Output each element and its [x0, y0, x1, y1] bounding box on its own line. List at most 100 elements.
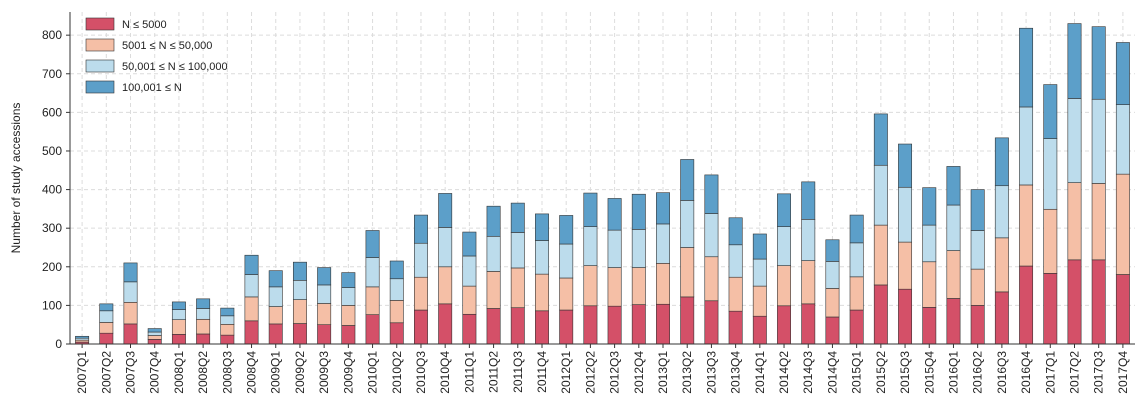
y-tick-label-200: 200 [42, 260, 62, 274]
bar-segment-2008Q4-s2 [244, 274, 259, 298]
bar-segment-2017Q2-s3 [1067, 23, 1082, 99]
bar-segment-2012Q4-s0 [631, 304, 646, 345]
bar-segment-2013Q1-s0 [656, 303, 670, 345]
y-tick-label-700: 700 [42, 67, 62, 81]
bar-segment-2015Q1-s1 [849, 276, 864, 311]
bar-segment-2011Q3-s3 [510, 202, 525, 233]
x-tick-label-2011Q4: 2011Q4 [535, 351, 549, 393]
bar-segment-2014Q3-s2 [801, 219, 816, 261]
bar-segment-2012Q4-s2 [631, 229, 646, 268]
x-tick-label-2016Q2: 2016Q2 [971, 351, 985, 394]
bar-segment-2016Q4-s3 [1019, 27, 1034, 108]
bar-segment-2012Q4-s1 [631, 267, 646, 305]
bar-segment-2017Q3-s1 [1091, 183, 1106, 261]
bar-segment-2015Q4-s0 [922, 307, 937, 345]
bar-segment-2014Q4-s2 [825, 261, 840, 289]
bar-segment-2014Q2-s0 [777, 305, 791, 345]
bar-segment-2014Q2-s3 [777, 193, 791, 227]
bar-segment-2014Q1-s2 [752, 258, 767, 287]
bar-segment-2011Q1-s3 [462, 231, 477, 257]
bar-segment-2017Q2-s1 [1067, 182, 1082, 261]
bar-segment-2016Q1-s2 [946, 204, 961, 251]
bar-segment-2014Q1-s3 [752, 233, 767, 260]
legend-label-0: N ≤ 5000 [122, 19, 167, 31]
bar-segment-2016Q4-s2 [1019, 106, 1034, 186]
bar-segment-2016Q1-s0 [946, 298, 961, 345]
x-tick-label-2017Q2: 2017Q2 [1067, 351, 1081, 394]
x-tick-label-2013Q1: 2013Q1 [656, 351, 670, 394]
bar-segment-2010Q2-s2 [389, 278, 404, 301]
bar-segment-2016Q4-s0 [1019, 265, 1034, 345]
legend-swatch-2 [85, 59, 115, 73]
bar-segment-2012Q3-s0 [607, 305, 622, 345]
bar-segment-2017Q2-s0 [1067, 259, 1082, 345]
bar-segment-2013Q1-s2 [656, 223, 670, 264]
bar-segment-2010Q2-s0 [389, 322, 404, 345]
x-tick-label-2008Q4: 2008Q4 [245, 351, 259, 394]
bar-segment-2014Q3-s1 [801, 260, 816, 305]
x-tick-label-2012Q2: 2012Q2 [583, 351, 597, 394]
x-tick-label-2013Q3: 2013Q3 [704, 351, 718, 394]
y-axis-title: Number of study accessions [9, 103, 23, 254]
x-tick-label-2016Q3: 2016Q3 [995, 351, 1009, 394]
bar-segment-2011Q3-s0 [510, 307, 525, 345]
bar-segment-2007Q2-s0 [99, 332, 114, 345]
bar-segment-2008Q3-s3 [220, 307, 235, 317]
legend-swatch-3 [85, 80, 115, 94]
bar-segment-2014Q4-s3 [825, 239, 840, 262]
y-tick-label-800: 800 [42, 28, 62, 42]
bar-segment-2011Q2-s3 [486, 205, 501, 237]
bar-segment-2011Q3-s1 [510, 267, 525, 309]
bar-segment-2010Q1-s1 [365, 286, 380, 315]
bar-segment-2011Q1-s0 [462, 313, 477, 345]
bar-segment-2008Q3-s2 [220, 315, 235, 325]
x-tick-label-2012Q4: 2012Q4 [632, 351, 646, 394]
bar-segment-2012Q3-s1 [607, 267, 622, 307]
bar-segment-2007Q4-s3 [147, 328, 162, 333]
bar-segment-2009Q1-s3 [268, 270, 283, 288]
bar-segment-2016Q2-s1 [970, 268, 985, 306]
x-tick-label-2015Q3: 2015Q3 [898, 351, 912, 394]
bar-segment-2008Q1-s3 [171, 301, 186, 310]
bar-segment-2008Q4-s3 [244, 254, 259, 275]
x-tick-label-2007Q3: 2007Q3 [124, 351, 138, 394]
bar-segment-2009Q2-s3 [292, 261, 307, 281]
bar-segment-2010Q4-s0 [438, 303, 453, 345]
bar-segment-2016Q3-s0 [994, 291, 1009, 345]
bar-segment-2009Q1-s0 [268, 323, 283, 345]
x-tick-label-2009Q2: 2009Q2 [293, 351, 307, 394]
bar-segment-2015Q4-s3 [922, 187, 937, 226]
bar-segment-2009Q4-s2 [341, 287, 356, 306]
x-tick-label-2011Q3: 2011Q3 [511, 351, 525, 393]
bar-segment-2009Q3-s3 [317, 267, 332, 286]
bar-segment-2013Q2-s2 [680, 200, 695, 248]
bar-segment-2007Q2-s1 [99, 322, 114, 334]
x-tick-label-2011Q2: 2011Q2 [487, 351, 501, 393]
bar-segment-2013Q2-s3 [680, 159, 695, 201]
bar-segment-2014Q4-s1 [825, 288, 840, 318]
bar-segment-2007Q3-s0 [123, 323, 138, 345]
bar-segment-2008Q2-s1 [196, 318, 211, 335]
x-tick-label-2014Q1: 2014Q1 [753, 351, 767, 394]
bar-segment-2010Q1-s2 [365, 257, 380, 288]
bar-segment-2009Q4-s0 [341, 325, 356, 345]
bar-segment-2014Q3-s3 [801, 181, 816, 220]
bar-segment-2017Q3-s2 [1091, 98, 1106, 184]
x-tick-label-2009Q4: 2009Q4 [341, 351, 355, 394]
bar-segment-2016Q3-s1 [994, 237, 1009, 293]
bar-segment-2017Q1-s0 [1043, 273, 1058, 345]
bar-segment-2015Q1-s3 [849, 214, 864, 244]
bar-segment-2013Q1-s3 [656, 192, 670, 225]
y-tick-label-500: 500 [42, 144, 62, 158]
bar-segment-2009Q3-s2 [317, 284, 332, 304]
bar-segment-2009Q4-s1 [341, 305, 356, 326]
bar-segment-2011Q4-s0 [535, 310, 549, 345]
bar-segment-2007Q2-s3 [99, 303, 114, 312]
x-tick-label-2010Q2: 2010Q2 [390, 351, 404, 394]
bar-segment-2017Q3-s3 [1091, 26, 1106, 100]
bar-segment-2012Q2-s2 [583, 226, 598, 266]
bar-segment-2007Q1-s3 [75, 335, 90, 339]
bar-segment-2013Q4-s3 [728, 217, 743, 246]
bar-segment-2013Q3-s2 [704, 213, 719, 258]
